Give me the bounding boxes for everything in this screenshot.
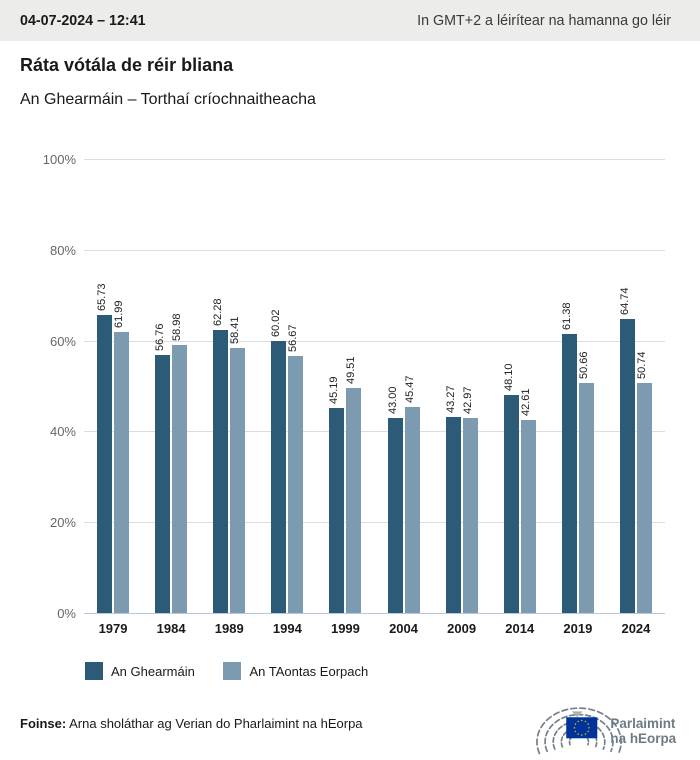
svg-text:Parlaimint: Parlaimint bbox=[610, 716, 675, 731]
svg-text:na hEorpa: na hEorpa bbox=[610, 731, 676, 746]
